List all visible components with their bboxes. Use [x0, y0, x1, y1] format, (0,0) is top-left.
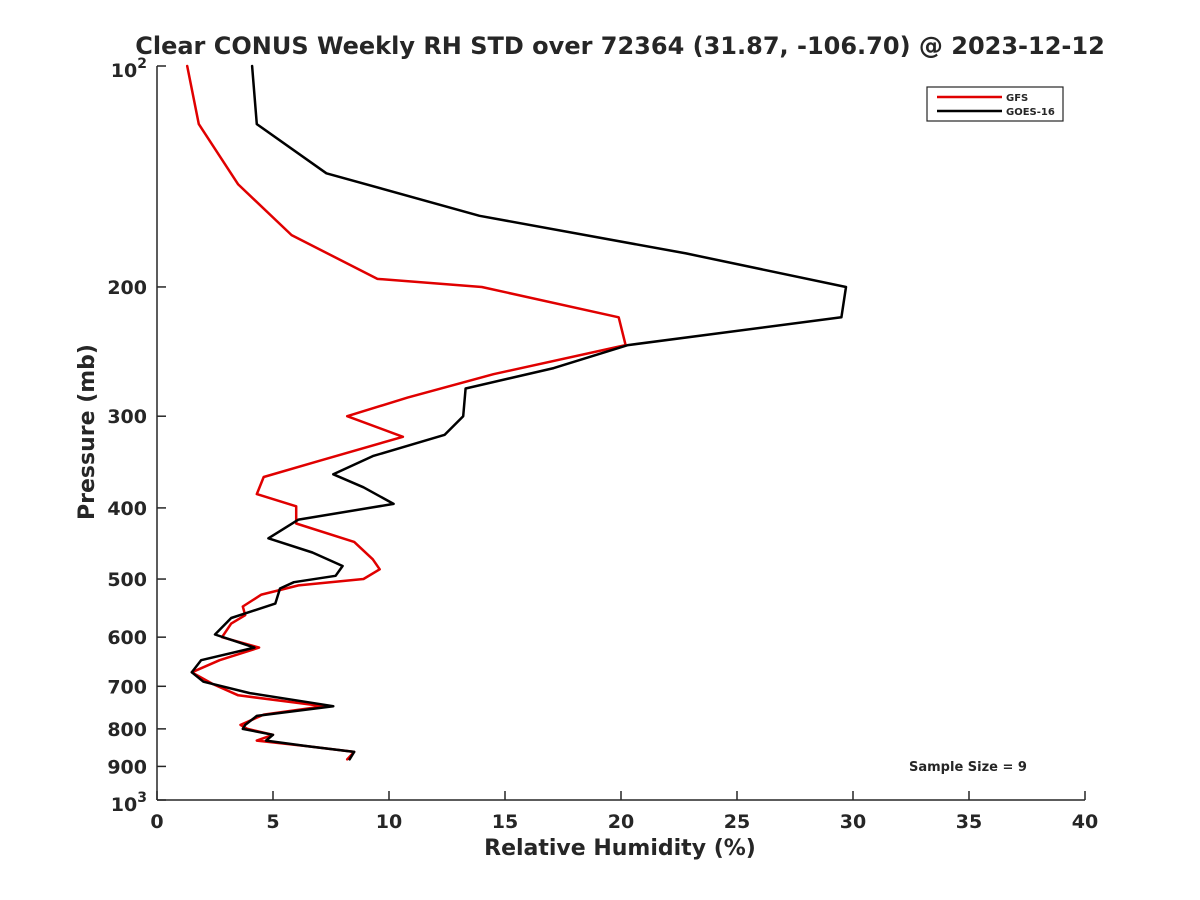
y-tick-label: 600: [107, 627, 147, 649]
y-tick-label: 900: [107, 756, 147, 778]
series-line-goes-16: [190, 64, 848, 761]
plot-area: 0 5 10 15 20 25 30 35 40 102 200 300 400 500 600 700 800…: [107, 56, 1098, 833]
x-tick-label: 30: [840, 811, 866, 833]
legend-label-goes-16: GOES-16: [1006, 107, 1055, 118]
x-tick-label: 20: [608, 811, 634, 833]
y-tick-label: 400: [107, 498, 147, 520]
x-axis-label: Relative Humidity (%): [484, 836, 756, 861]
x-tick-label: 0: [150, 811, 163, 833]
legend-box: [926, 86, 1064, 122]
y-axis-label: Pressure (mb): [75, 344, 100, 520]
y-tick-label: 200: [107, 277, 147, 299]
x-tick-label: 40: [1072, 811, 1098, 833]
x-tick-label: 25: [724, 811, 750, 833]
y-tick-label: 500: [107, 569, 147, 591]
y-tick-label: 103: [111, 790, 147, 816]
sample-size-annotation: Sample Size = 9: [909, 760, 1027, 775]
y-tick-label: 102: [111, 56, 147, 82]
x-tick-label: 35: [956, 811, 982, 833]
y-tick-label: 700: [107, 676, 147, 698]
x-tick-label: 5: [266, 811, 279, 833]
x-tick-label: 15: [492, 811, 518, 833]
x-tick-label: 10: [376, 811, 402, 833]
y-tick-label: 300: [107, 406, 147, 428]
y-tick-label: 800: [107, 719, 147, 741]
legend-label-gfs: GFS: [1006, 93, 1028, 104]
chart-title: Clear CONUS Weekly RH STD over 72364 (31…: [135, 32, 1105, 60]
